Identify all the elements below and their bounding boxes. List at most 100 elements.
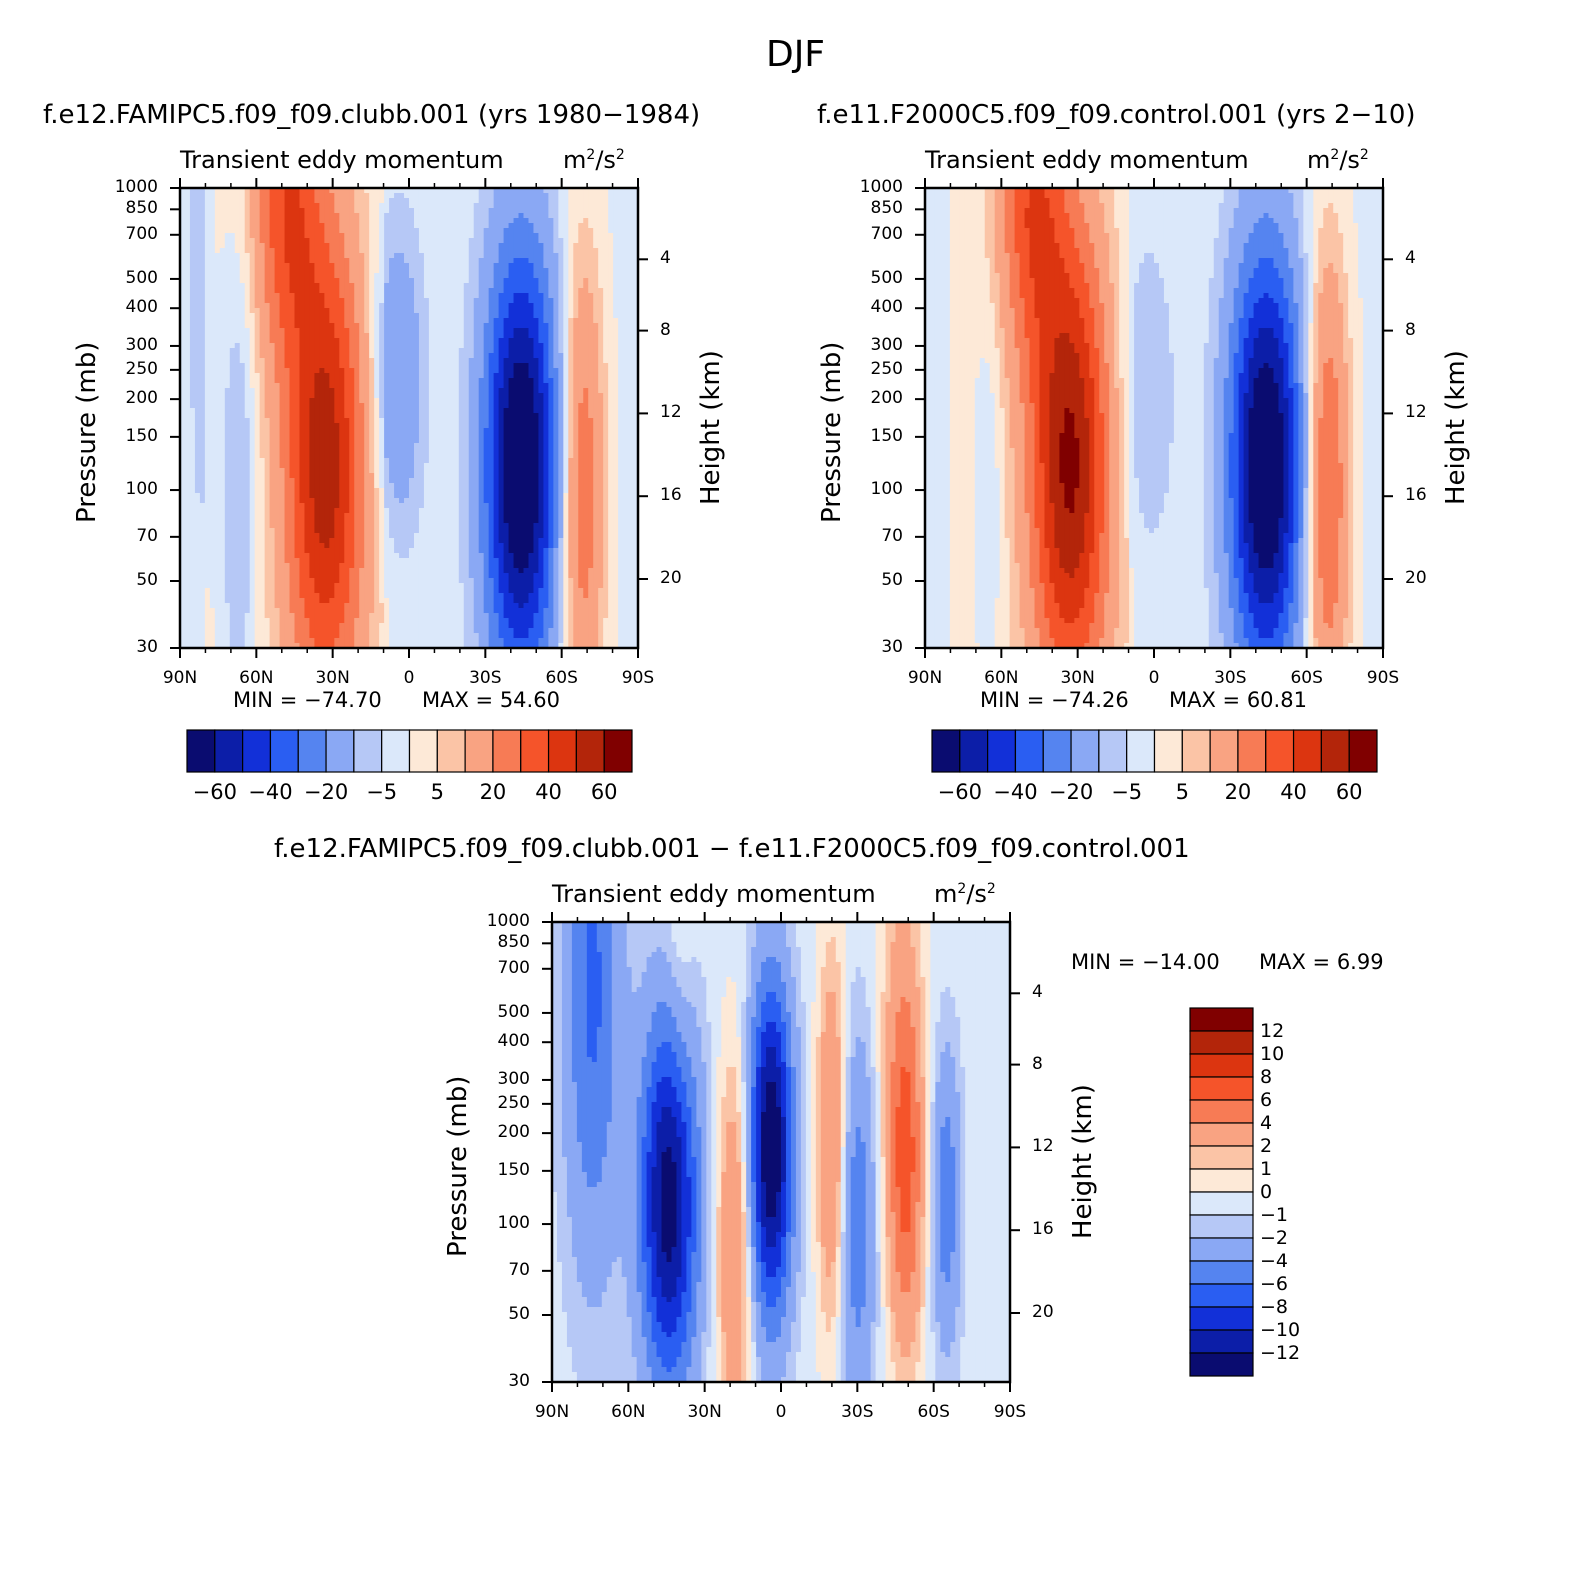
contour-cell	[628, 418, 634, 424]
contour-cell	[588, 398, 594, 404]
contour-cell	[284, 318, 291, 324]
contour-cell	[518, 323, 525, 329]
contour-cell	[389, 268, 395, 274]
contour-cell	[229, 188, 236, 194]
contour-cell	[314, 443, 320, 449]
contour-cell	[264, 453, 271, 459]
contour-cell	[264, 328, 271, 334]
contour-cell	[498, 368, 505, 374]
contour-cell	[478, 333, 485, 339]
contour-cell	[588, 318, 594, 324]
contour-cell	[244, 383, 251, 389]
contour-cell	[274, 433, 281, 439]
contour-cell	[623, 328, 629, 334]
contour-cell	[568, 333, 574, 339]
contour-cell	[244, 233, 251, 239]
contour-cell	[543, 328, 549, 334]
contour-cell	[289, 403, 296, 409]
contour-cell	[508, 448, 515, 454]
contour-cell	[184, 323, 191, 329]
contour-cell	[314, 223, 320, 229]
contour-cell	[289, 443, 296, 449]
contour-cell	[374, 333, 380, 339]
contour-cell	[573, 198, 579, 204]
contour-cell	[384, 388, 390, 394]
contour-cell	[279, 243, 286, 249]
contour-cell	[558, 348, 564, 354]
contour-cell	[259, 378, 266, 384]
contour-cell	[563, 253, 569, 259]
contour-cell	[204, 303, 211, 309]
contour-cell	[319, 443, 325, 449]
contour-cell	[618, 238, 624, 244]
contour-cell	[598, 218, 604, 224]
contour-cell	[558, 213, 564, 219]
contour-cell	[389, 333, 395, 339]
contour-cell	[633, 203, 639, 209]
contour-cell	[309, 238, 316, 244]
contour-cell	[488, 263, 495, 269]
contour-cell	[568, 428, 574, 434]
contour-cell	[608, 238, 614, 244]
contour-cell	[518, 308, 525, 314]
contour-cell	[354, 223, 360, 229]
contour-cell	[428, 433, 435, 439]
contour-cell	[384, 258, 390, 264]
contour-cell	[573, 298, 579, 304]
contour-cell	[354, 313, 360, 319]
contour-cell	[239, 188, 246, 194]
contour-cell	[573, 223, 579, 229]
contour-cell	[294, 333, 301, 339]
contour-cell	[583, 403, 589, 409]
contour-cell	[224, 198, 231, 204]
contour-cell	[523, 398, 530, 404]
contour-cell	[314, 378, 320, 384]
contour-cell	[180, 213, 186, 219]
contour-cell	[374, 253, 380, 259]
contour-cell	[184, 253, 191, 259]
contour-cell	[508, 268, 515, 274]
contour-cell	[553, 358, 559, 364]
contour-cell	[309, 453, 316, 459]
contour-cell	[598, 413, 604, 419]
contour-cell	[473, 193, 480, 199]
contour-cell	[269, 253, 276, 259]
contour-cell	[528, 323, 535, 329]
contour-cell	[409, 423, 415, 429]
contour-cell	[229, 323, 236, 329]
contour-cell	[299, 333, 306, 339]
contour-cell	[249, 398, 256, 404]
contour-cell	[618, 208, 624, 214]
contour-cell	[314, 393, 320, 399]
contour-cell	[229, 328, 236, 334]
contour-cell	[523, 268, 530, 274]
contour-cell	[219, 208, 226, 214]
contour-cell	[349, 263, 355, 269]
contour-cell	[578, 388, 584, 394]
contour-cell	[364, 443, 370, 449]
contour-cell	[284, 258, 291, 264]
contour-cell	[199, 393, 206, 399]
contour-cell	[409, 243, 415, 249]
contour-cell	[274, 388, 281, 394]
contour-cell	[304, 233, 311, 239]
contour-cell	[249, 308, 256, 314]
contour-cell	[548, 198, 554, 204]
contour-cell	[628, 193, 634, 199]
contour-cell	[448, 423, 455, 429]
contour-cell	[259, 348, 266, 354]
contour-cell	[493, 373, 500, 379]
contour-cell	[299, 428, 306, 434]
contour-cell	[199, 318, 206, 324]
contour-cell	[468, 213, 475, 219]
contour-cell	[214, 333, 221, 339]
contour-cell	[224, 408, 231, 414]
contour-cell	[593, 453, 599, 459]
contour-cell	[483, 413, 490, 419]
contour-cell	[593, 388, 599, 394]
contour-cell	[284, 368, 291, 374]
contour-cell	[369, 348, 375, 354]
contour-cell	[428, 288, 435, 294]
contour-cell	[304, 258, 311, 264]
contour-cell	[598, 258, 604, 264]
